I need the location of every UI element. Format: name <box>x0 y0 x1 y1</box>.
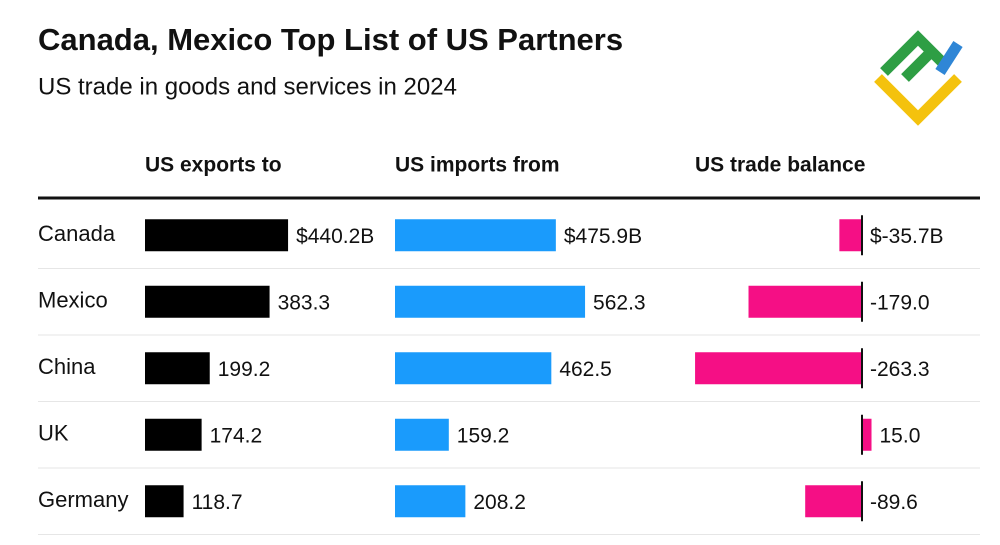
column-header: US exports to <box>145 154 282 177</box>
row-label: Canada <box>38 221 116 246</box>
value-label: $475.9B <box>564 225 642 248</box>
bar <box>395 285 586 318</box>
bar <box>748 285 862 318</box>
bar <box>395 418 449 451</box>
bar <box>145 352 210 385</box>
value-label: -263.3 <box>870 358 930 381</box>
bar <box>862 418 872 451</box>
value-label: 562.3 <box>593 291 646 314</box>
bar <box>395 485 466 518</box>
value-label: -89.6 <box>870 491 918 514</box>
chart-title: Canada, Mexico Top List of US Partners <box>38 22 623 57</box>
bar <box>145 219 289 252</box>
chart-subtitle: US trade in goods and services in 2024 <box>38 73 457 100</box>
logo <box>874 30 963 126</box>
value-label: $-35.7B <box>870 225 944 248</box>
bar <box>145 485 184 518</box>
bar <box>805 485 862 518</box>
row-label: Germany <box>38 487 128 512</box>
column-header: US trade balance <box>695 154 865 177</box>
value-label: $440.2B <box>296 225 374 248</box>
column-header: US imports from <box>395 154 560 177</box>
value-label: 159.2 <box>457 424 510 447</box>
bar <box>145 418 202 451</box>
row-label: China <box>38 354 96 379</box>
value-label: 118.7 <box>192 491 243 514</box>
value-label: 462.5 <box>559 358 612 381</box>
value-label: 208.2 <box>473 491 526 514</box>
bar <box>395 219 556 252</box>
bar <box>839 219 862 252</box>
bar <box>395 352 552 385</box>
bar <box>145 285 270 318</box>
bar <box>695 352 862 385</box>
value-label: 383.3 <box>278 291 331 314</box>
row-label: UK <box>38 421 69 446</box>
value-label: 174.2 <box>210 424 263 447</box>
value-label: -179.0 <box>870 291 930 314</box>
value-label: 199.2 <box>218 358 271 381</box>
value-label: 15.0 <box>880 424 921 447</box>
row-label: Mexico <box>38 288 108 313</box>
